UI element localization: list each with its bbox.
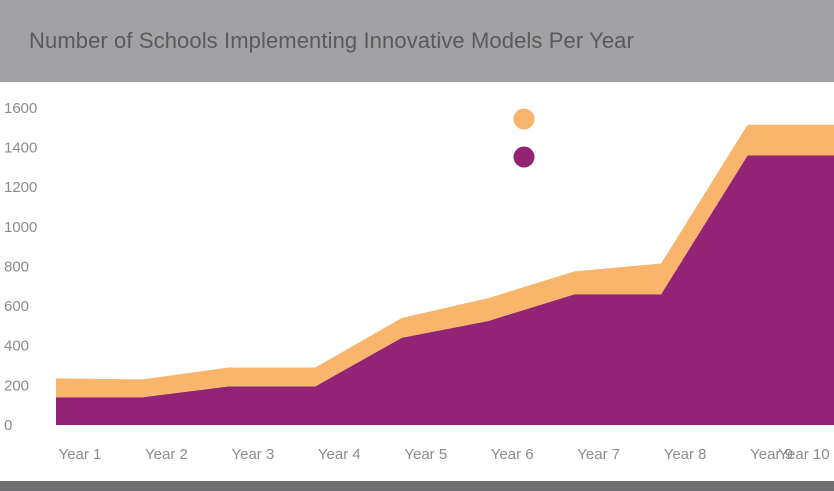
y-tick-label: 1000 xyxy=(4,219,37,236)
bottom-bar xyxy=(0,481,834,491)
x-tick-label: Year 1 xyxy=(59,446,102,463)
legend-marker-series-2 xyxy=(513,108,535,130)
area-series-2 xyxy=(56,124,834,398)
y-tick-label: 800 xyxy=(4,258,29,275)
legend-marker-series-1 xyxy=(513,146,535,168)
y-tick-label: 1600 xyxy=(4,100,37,117)
x-tick-label: Year 9 xyxy=(750,446,793,463)
y-tick-label: 200 xyxy=(4,377,29,394)
x-tick-label: Year 10 xyxy=(778,446,829,463)
x-tick-label: Year 7 xyxy=(577,446,620,463)
x-axis-ticks: Year 1 Year 2 Year 3 Year 4 Year 5 Year 6 Year… xyxy=(59,446,830,463)
y-tick-label: 0 xyxy=(4,417,12,434)
x-tick-label: Year 6 xyxy=(491,446,534,463)
chart-area: 0 200 400 600 800 1000 1200 1400 1600 Year 1 Year… xyxy=(0,82,834,478)
x-tick-label: Year 4 xyxy=(318,446,361,463)
series-areas xyxy=(56,124,834,425)
area-series-1 xyxy=(56,155,834,425)
y-tick-label: 1400 xyxy=(4,140,37,157)
chart-title: Number of Schools Implementing Innovativ… xyxy=(29,28,634,53)
legend xyxy=(513,108,535,168)
y-tick-label: 600 xyxy=(4,298,29,315)
x-tick-label: Year 8 xyxy=(664,446,707,463)
x-tick-label: Year 5 xyxy=(404,446,447,463)
chart-header: Number of Schools Implementing Innovativ… xyxy=(0,0,834,82)
x-tick-label: Year 3 xyxy=(231,446,274,463)
y-axis-ticks: 0 200 400 600 800 1000 1200 1400 1600 xyxy=(4,100,37,434)
x-tick-label: Year 2 xyxy=(145,446,188,463)
y-tick-label: 400 xyxy=(4,338,29,355)
y-tick-label: 1200 xyxy=(4,179,37,196)
